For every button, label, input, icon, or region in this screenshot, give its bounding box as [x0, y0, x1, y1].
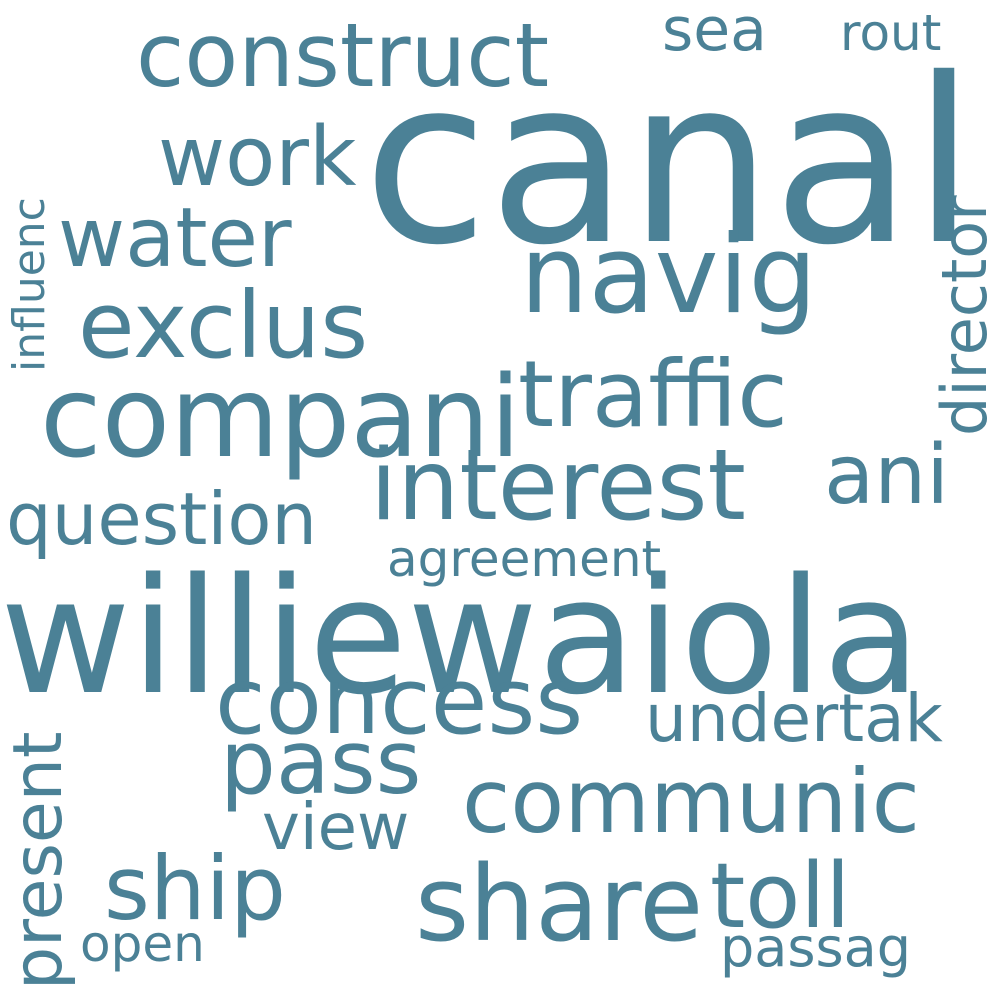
word-rout: rout: [840, 4, 942, 62]
word-view: view: [262, 791, 410, 865]
word-influenc: influenc: [4, 197, 55, 372]
word-concess: concess: [215, 648, 584, 755]
word-canal: canal: [363, 29, 976, 295]
word-construct: construct: [136, 4, 550, 107]
word-work: work: [158, 110, 357, 205]
word-sea: sea: [662, 0, 767, 65]
word-director: director: [928, 195, 1000, 436]
word-ani: ani: [824, 428, 950, 523]
word-exclus: exclus: [78, 272, 369, 379]
word-pass: pass: [220, 711, 422, 814]
word-water: water: [58, 191, 292, 286]
word-ship: ship: [104, 837, 286, 940]
word-toll: toll: [710, 844, 851, 949]
word-traffic: traffic: [518, 341, 788, 448]
word-agreement: agreement: [387, 530, 662, 588]
word-share: share: [415, 843, 704, 965]
word-passag: passag: [720, 916, 912, 979]
word-interest: interest: [370, 429, 746, 543]
word-present: present: [0, 731, 78, 991]
word-communic: communic: [462, 750, 921, 853]
word-williewaiola: williewaiola: [0, 543, 921, 730]
word-undertak: undertak: [645, 680, 943, 757]
word-navig: navig: [520, 213, 818, 338]
word-open: open: [80, 915, 205, 973]
word-question: question: [6, 477, 318, 561]
word-compani: compani: [40, 353, 522, 483]
